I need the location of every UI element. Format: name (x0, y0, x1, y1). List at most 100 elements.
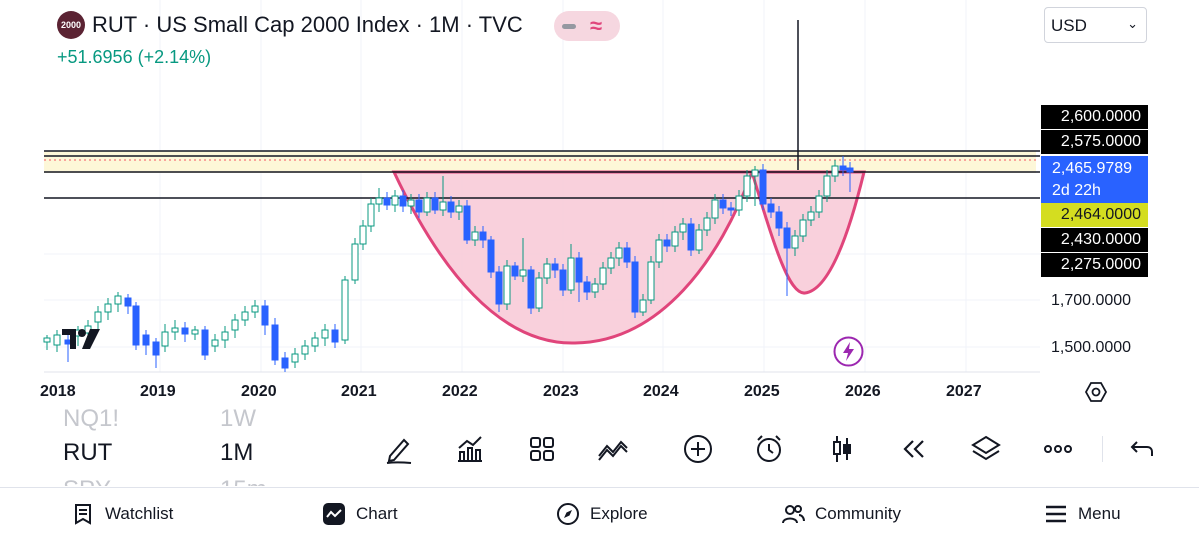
candle-body (407, 199, 415, 207)
candle-body (846, 167, 854, 173)
undo-icon (1130, 441, 1153, 456)
price-label-2430[interactable]: 2,430.0000 (1041, 228, 1148, 252)
candle-body (591, 283, 599, 293)
candle-body (495, 271, 503, 305)
handle-pattern[interactable] (749, 170, 866, 295)
candle-body (321, 329, 329, 339)
nav-label: Chart (356, 504, 398, 523)
candle-body (124, 297, 132, 307)
candle-body (727, 207, 735, 211)
candle-body (53, 334, 61, 346)
layers-button[interactable] (969, 432, 1003, 466)
more-button[interactable] (1041, 432, 1075, 466)
candle-body (142, 334, 150, 346)
candle-body (551, 263, 559, 271)
candle-body (807, 211, 815, 221)
symbol-timeframe: 15m (220, 476, 267, 486)
year-label: 2023 (543, 383, 579, 400)
candle-body (463, 205, 471, 241)
candle-body (251, 305, 259, 313)
candle-body (607, 257, 615, 269)
candle-body (743, 175, 751, 197)
price-label-2275[interactable]: 2,275.0000 (1041, 253, 1148, 277)
candle-body (231, 319, 239, 331)
candle-body (711, 199, 719, 219)
chart-icon (323, 503, 345, 525)
current-price-label[interactable]: 2,465.9789 2d 22h (1041, 156, 1148, 206)
undo-button[interactable] (1125, 432, 1159, 466)
grid-icon (530, 437, 554, 461)
candles (43, 156, 854, 372)
symbol-row-prev[interactable]: NQ1! (63, 405, 119, 433)
nav-community[interactable]: Community (781, 502, 901, 526)
candle-body (383, 197, 391, 206)
symbol-row-current[interactable]: RUT (63, 439, 112, 467)
nav-label: Community (815, 504, 901, 523)
chart-canvas[interactable] (0, 0, 1199, 410)
trend-button[interactable] (596, 432, 630, 466)
bottom-nav: Watchlist Chart Explore Community Menu (0, 487, 1199, 541)
draw-tool-button[interactable] (382, 432, 416, 466)
alert-button[interactable] (752, 432, 786, 466)
candle-body (271, 324, 279, 361)
nav-chart[interactable]: Chart (322, 502, 398, 526)
currency-select[interactable]: USD ⌄ (1044, 7, 1147, 43)
candle-body (201, 329, 209, 356)
symbol-row-next[interactable]: SPY (63, 476, 111, 486)
wave-icon[interactable]: ≈ (590, 13, 603, 38)
add-button[interactable] (681, 432, 715, 466)
lightning-icon[interactable] (833, 336, 864, 367)
layouts-button[interactable] (525, 432, 559, 466)
nav-label: Explore (590, 504, 648, 523)
nav-label: Menu (1078, 504, 1121, 523)
more-icon (1044, 445, 1072, 453)
nav-menu[interactable]: Menu (1044, 502, 1121, 526)
candle-body (399, 195, 407, 207)
candle-body (447, 201, 455, 213)
layers-icon (971, 435, 1001, 461)
candle-body (599, 267, 607, 285)
minus-icon[interactable] (562, 24, 576, 29)
year-label: 2020 (241, 383, 277, 400)
plus-circle-icon (684, 435, 712, 463)
candle-body (471, 231, 479, 241)
candle-body (511, 265, 519, 277)
candle-body (375, 197, 383, 205)
candle-body (351, 243, 359, 281)
candle-body (487, 239, 495, 273)
candle-body (152, 341, 160, 356)
current-price: 2,465.9789 (1052, 160, 1133, 177)
price-label-2464[interactable]: 2,464.0000 (1041, 203, 1148, 227)
year-label: 2027 (946, 383, 982, 400)
symbol-name: RUT (63, 439, 113, 466)
year-label: 2019 (140, 383, 176, 400)
year-label: 2025 (744, 383, 780, 400)
candle-body (671, 231, 679, 247)
candle-body (132, 305, 140, 346)
candle-body (104, 303, 112, 313)
candles-button[interactable] (825, 432, 859, 466)
symbol-name: NQ1! (63, 405, 120, 432)
candlestick-icon (833, 436, 851, 462)
toolbar-divider (1102, 436, 1103, 462)
candle-body (181, 327, 189, 335)
candle-body (703, 217, 711, 231)
nav-watchlist[interactable]: Watchlist (71, 502, 173, 526)
replay-button[interactable] (897, 432, 931, 466)
candle-body (655, 239, 663, 263)
price-label-2575[interactable]: 2,575.0000 (1041, 130, 1148, 154)
candle-body (815, 195, 823, 213)
chart-area[interactable]: 2000 RUT · US Small Cap 2000 Index · 1M … (0, 0, 1199, 410)
candle-body (791, 235, 799, 249)
pill-toggle[interactable]: ≈ (554, 11, 620, 41)
axis-label-1500: 1,500.0000 (1051, 339, 1132, 356)
chart-title[interactable]: RUT · US Small Cap 2000 Index · 1M · TVC (92, 12, 523, 37)
candle-body (719, 199, 727, 209)
candle-body (367, 203, 375, 227)
nav-explore[interactable]: Explore (556, 502, 648, 526)
candle-body (43, 337, 51, 343)
symbol-timeframe: 1M (220, 439, 254, 466)
price-label-2600[interactable]: 2,600.0000 (1041, 105, 1148, 129)
indicators-button[interactable] (453, 432, 487, 466)
settings-icon[interactable] (1084, 380, 1108, 404)
